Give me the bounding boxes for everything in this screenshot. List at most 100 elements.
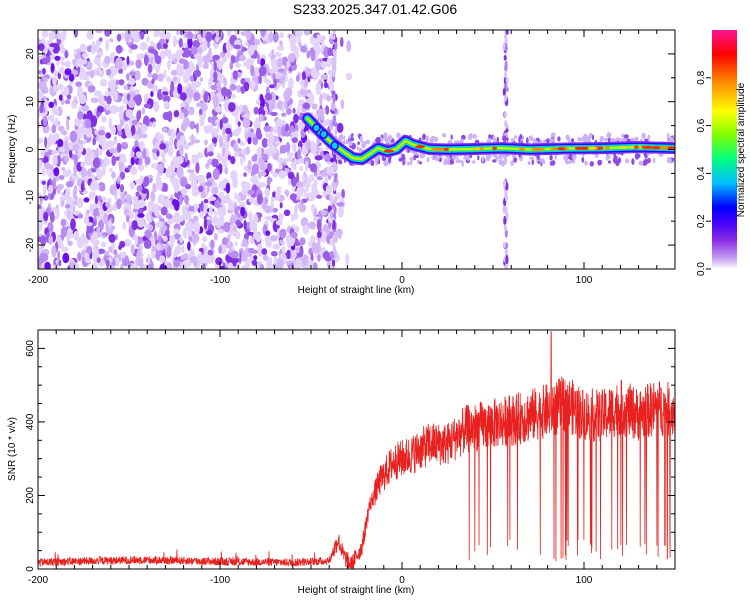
noise-blob	[210, 239, 215, 250]
noise-blob	[90, 234, 96, 243]
signal-halo-blob	[418, 161, 423, 165]
noise-blob	[173, 233, 182, 240]
noise-blob	[86, 222, 93, 227]
signal-halo-blob	[481, 155, 485, 163]
vertical-feature-blob	[332, 219, 336, 230]
noise-blob	[43, 195, 49, 201]
noise-blob	[53, 109, 60, 116]
noise-blob	[165, 213, 173, 220]
noise-blob	[200, 191, 207, 199]
noise-blob	[79, 71, 83, 81]
signal-hotspot	[579, 146, 589, 150]
noise-blob	[210, 91, 215, 98]
noise-blob	[286, 249, 291, 260]
noise-blob	[90, 246, 97, 251]
vertical-feature-blob	[502, 180, 507, 188]
noise-blob	[293, 241, 301, 247]
noise-blob	[246, 60, 253, 66]
signal-halo-blob	[387, 134, 393, 142]
noise-blob	[107, 219, 112, 229]
noise-blob	[313, 243, 321, 254]
noise-blob	[242, 117, 251, 129]
noise-blob	[51, 135, 56, 146]
noise-blob	[326, 166, 335, 175]
spectrogram-y-tick-label: -20	[25, 237, 36, 252]
noise-blob	[219, 228, 224, 234]
noise-blob	[73, 230, 79, 241]
noise-blob	[312, 262, 318, 269]
noise-blob	[243, 181, 251, 191]
noise-blob	[147, 72, 153, 78]
noise-blob	[51, 245, 57, 258]
noise-blob	[114, 234, 118, 241]
noise-blob	[198, 185, 204, 193]
noise-blob	[207, 249, 214, 256]
noise-blob	[240, 250, 248, 262]
noise-blob	[140, 31, 145, 40]
noise-blob	[156, 150, 160, 157]
noise-blob	[226, 243, 230, 248]
noise-blob	[48, 101, 55, 109]
noise-blob	[111, 155, 116, 167]
noise-blob	[188, 106, 195, 116]
noise-blob	[141, 107, 146, 115]
noise-blob	[99, 184, 106, 192]
noise-blob	[198, 108, 203, 115]
noise-blob	[249, 177, 258, 183]
signal-onset-blob	[319, 129, 328, 139]
noise-blob	[176, 166, 184, 179]
noise-blob	[143, 239, 152, 249]
noise-blob	[157, 73, 164, 82]
noise-blob	[237, 121, 241, 127]
noise-blob	[86, 71, 91, 76]
noise-blob	[141, 77, 149, 86]
signal-halo-blob	[585, 137, 589, 143]
noise-blob	[73, 48, 78, 55]
signal-halo-blob	[495, 155, 499, 162]
noise-blob	[328, 231, 334, 240]
noise-blob	[143, 103, 151, 109]
signal-halo-blob	[471, 160, 476, 164]
noise-blob	[96, 215, 101, 220]
noise-blob	[345, 72, 353, 81]
noise-blob	[262, 197, 266, 206]
noise-blob	[51, 150, 59, 155]
noise-blob	[198, 247, 204, 252]
noise-blob	[240, 78, 246, 83]
noise-blob	[142, 148, 147, 160]
noise-blob	[62, 252, 70, 264]
noise-blob	[116, 33, 122, 42]
spectrogram-y-tick-label: 0	[25, 146, 36, 152]
noise-blob	[184, 67, 192, 78]
noise-blob	[150, 190, 156, 203]
noise-blob	[325, 105, 330, 115]
noise-blob	[248, 247, 255, 254]
spectrogram-y-tick-label: 10	[25, 96, 36, 108]
noise-blob	[60, 226, 68, 238]
noise-blob	[208, 196, 217, 202]
noise-blob	[72, 144, 80, 152]
signal-halo-blob	[496, 136, 499, 144]
noise-blob	[279, 145, 283, 155]
noise-blob	[54, 55, 61, 61]
noise-blob	[256, 146, 262, 158]
noise-blob	[167, 145, 174, 157]
noise-blob	[260, 30, 266, 37]
noise-blob	[279, 228, 287, 239]
noise-blob	[131, 196, 139, 201]
noise-blob	[239, 140, 246, 147]
noise-blob	[64, 68, 72, 76]
noise-blob	[320, 171, 328, 178]
noise-blob	[109, 184, 117, 196]
noise-blob	[137, 208, 144, 215]
noise-blob	[59, 196, 67, 201]
noise-blob	[87, 168, 92, 177]
vertical-feature-blob	[504, 248, 508, 256]
signal-onset-blob	[312, 123, 321, 133]
noise-blob	[179, 102, 186, 108]
noise-blob	[335, 228, 343, 237]
noise-blob	[202, 236, 208, 243]
noise-blob	[308, 93, 315, 104]
noise-blob	[290, 231, 298, 239]
